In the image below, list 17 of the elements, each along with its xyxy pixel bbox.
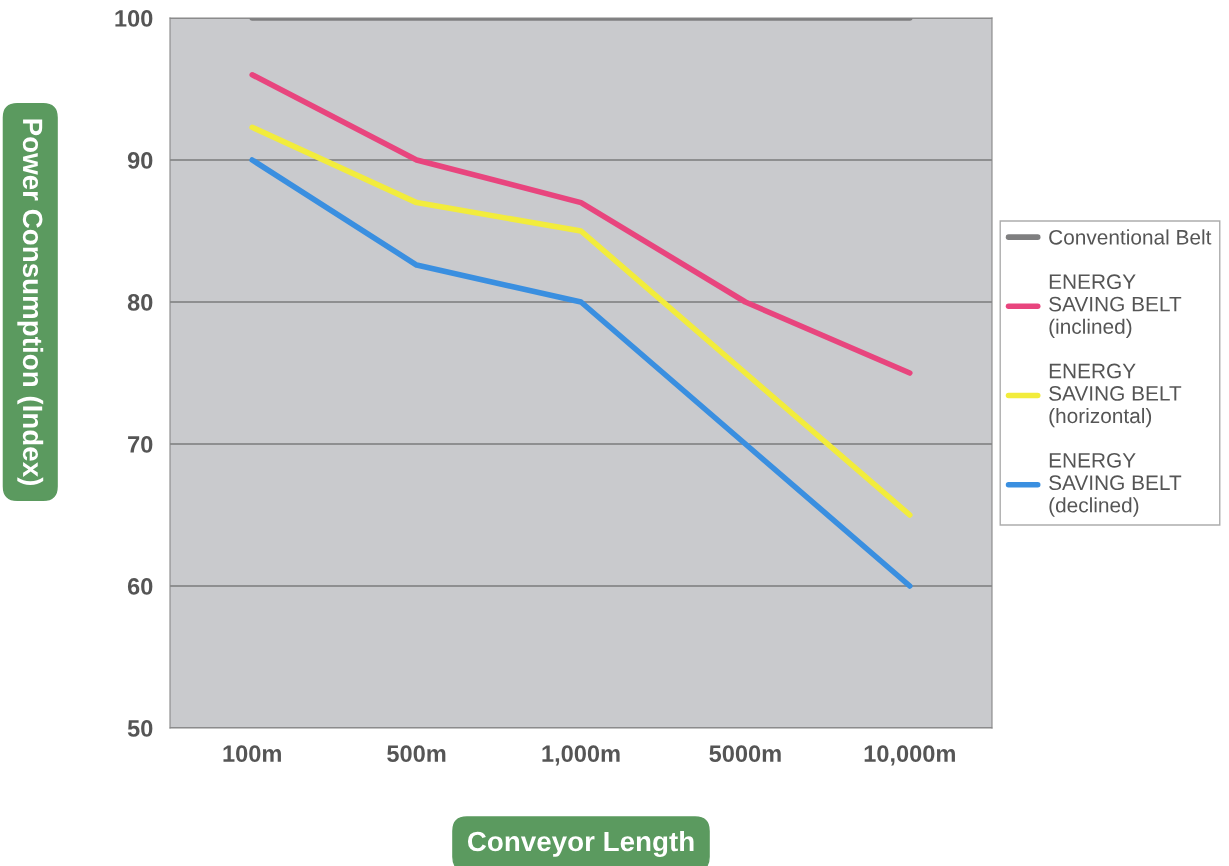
legend-label: ENERGY SAVING BELT (declined) bbox=[1049, 452, 1182, 517]
x-tick-label: 5000m bbox=[709, 745, 781, 763]
y-tick-label: 80 bbox=[127, 294, 153, 311]
x-axis-title: Conveyor Length bbox=[467, 830, 694, 857]
x-tick-label: 1,000m bbox=[542, 745, 620, 766]
y-tick-label: 90 bbox=[127, 152, 153, 169]
y-tick-label: 70 bbox=[128, 436, 153, 453]
x-tick-label: 100m bbox=[223, 745, 281, 763]
legend-label: ENERGY SAVING BELT (inclined) bbox=[1049, 274, 1182, 339]
x-tick-label: 500m bbox=[387, 745, 446, 763]
y-tick-label: 60 bbox=[127, 578, 153, 595]
y-tick-label: 50 bbox=[127, 720, 153, 737]
x-tick-label: 10,000m bbox=[864, 745, 955, 766]
y-tick-label: 100 bbox=[115, 10, 153, 27]
legend-label: ENERGY SAVING BELT (horizontal) bbox=[1049, 363, 1182, 428]
legend-label: Conventional Belt bbox=[1049, 229, 1212, 245]
y-axis-title: Power Consumption (Index) bbox=[17, 119, 44, 486]
